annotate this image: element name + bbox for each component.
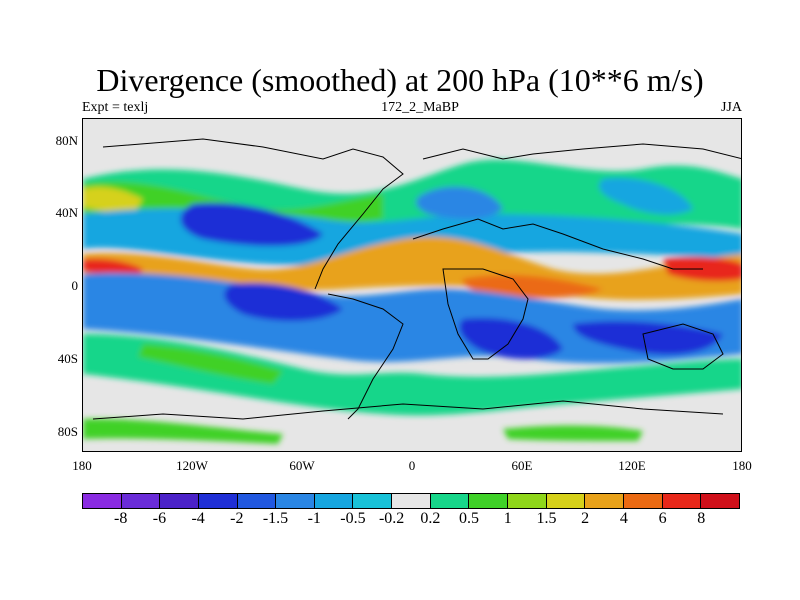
- australia-outline: [642, 323, 724, 370]
- lon-label-60w: 60W: [289, 458, 315, 473]
- colorbar-swatch: [121, 494, 161, 508]
- colorbar-swatch: [701, 494, 739, 508]
- lon-label-120e: 120E: [618, 458, 646, 473]
- lat-label-80s: 80S: [57, 424, 78, 439]
- lon-label-180e: 180: [732, 458, 752, 473]
- africa-outline: [442, 268, 529, 360]
- lon-label-60e: 60E: [511, 458, 533, 473]
- colorbar-swatch: [546, 494, 586, 508]
- colorbar-label: -2: [230, 510, 244, 527]
- colorbar-label: -1.5: [262, 510, 289, 527]
- colorbar-swatch: [314, 494, 354, 508]
- colorbar-swatch: [237, 494, 277, 508]
- west-pacific-red: [83, 258, 143, 277]
- run-label: 172_2_MaBP: [381, 100, 459, 115]
- map-field: [83, 119, 741, 451]
- colorbar-swatch: [662, 494, 702, 508]
- indian-dark-blue: [573, 321, 723, 355]
- experiment-label: Expt = texlj: [82, 100, 149, 115]
- colorbar-swatch: [392, 494, 431, 508]
- eurasia-north-outline: [422, 143, 741, 160]
- lon-label-0: 0: [408, 458, 416, 473]
- season-label: JJA: [720, 100, 742, 115]
- colorbar-label: -0.2: [378, 510, 405, 527]
- lon-label-120w: 120W: [176, 458, 208, 473]
- plot-title: Divergence (smoothed) at 200 hPa (10**6 …: [96, 62, 704, 98]
- colorbar-swatch: [623, 494, 663, 508]
- west-yellow-patch: [83, 187, 143, 214]
- colorbar-swatch: [430, 494, 470, 508]
- colorbar-label: -8: [114, 510, 128, 527]
- colorbar-swatch: [83, 494, 122, 508]
- north-america-outline: [102, 138, 404, 290]
- east-pacific-dark-blue: [224, 283, 343, 321]
- colorbar-swatch: [198, 494, 238, 508]
- indian-ocean-orange: [462, 274, 603, 299]
- colorbar: [82, 493, 740, 509]
- lat-label-40s: 40S: [57, 351, 78, 366]
- antarctic-green-strip: [83, 418, 283, 444]
- lat-label-equator: 0: [71, 278, 79, 293]
- colorbar-label: 0.2: [420, 510, 441, 527]
- south-band-green: [83, 334, 741, 416]
- colorbar-swatch: [508, 494, 547, 508]
- colorbar-labels: -8 -6 -4 -2 -1.5 -1 -0.5 -0.2 0.2 0.5 1 1.5 2 4 6 8: [82, 510, 740, 530]
- colorbar-label: -6: [152, 510, 167, 527]
- coastlines: [92, 138, 741, 420]
- colorbar-label: -1: [307, 510, 321, 527]
- colorbar-swatch: [353, 494, 393, 508]
- colorbar-label: -4: [191, 510, 205, 527]
- south-pacific-lightgreen: [138, 344, 283, 384]
- colorbar-swatch: [276, 494, 315, 508]
- contour-fields: [83, 159, 741, 444]
- lat-label-40n: 40N: [55, 205, 78, 220]
- asia-blue-patch: [599, 178, 693, 215]
- colorbar-label: 0.5: [459, 510, 480, 527]
- colorbar-label: 1: [503, 510, 512, 527]
- eurasia-south-outline: [412, 218, 703, 270]
- colorbar-label: 8: [697, 510, 706, 527]
- south-america-outline: [327, 293, 404, 420]
- colorbar-swatch: [469, 494, 509, 508]
- colorbar-swatch: [160, 494, 199, 508]
- antarctic-green-strip-east: [503, 425, 643, 441]
- divergence-map: [82, 118, 742, 452]
- colorbar-label: 1.5: [536, 510, 557, 527]
- colorbar-swatch: [585, 494, 624, 508]
- antarctica-outline: [92, 400, 724, 420]
- colorbar-label: -0.5: [340, 510, 366, 527]
- lat-label-80n: 80N: [55, 133, 78, 148]
- colorbar-label: 6: [658, 510, 667, 527]
- europe-blue-patch: [416, 186, 503, 219]
- colorbar-label: 4: [619, 510, 628, 527]
- lon-label-180w: 180: [72, 458, 92, 473]
- north-pacific-dark-blue: [180, 203, 323, 246]
- colorbar-label: 2: [581, 510, 590, 527]
